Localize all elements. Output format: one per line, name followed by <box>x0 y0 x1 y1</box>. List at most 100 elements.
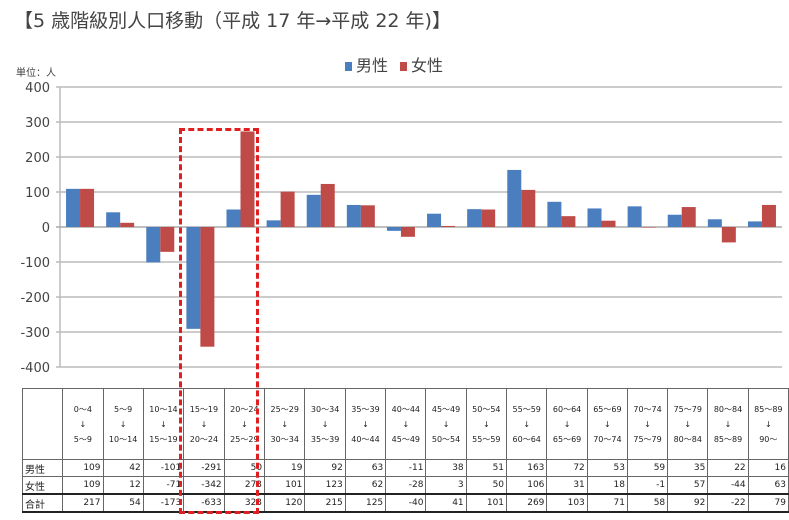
value-cell: 58 <box>626 493 669 513</box>
bar-male <box>627 206 642 227</box>
arrow: ↓ <box>200 419 208 429</box>
age-from: 50～54 <box>472 404 501 414</box>
value-cell: -11 <box>385 459 427 477</box>
legend: 男性 女性 <box>345 52 443 76</box>
value-cell: 79 <box>747 493 789 513</box>
arrow: ↓ <box>442 419 450 429</box>
y-tick-label: -200 <box>20 291 50 306</box>
chart-title: 【5 歳階級別人口移動（平成 17 年→平成 22 年)】 <box>14 10 451 32</box>
arrow: ↓ <box>79 419 87 429</box>
age-to: 5～9 <box>73 434 92 444</box>
bar-male <box>306 194 321 227</box>
value-cell: 101 <box>465 493 508 513</box>
value-cell: 31 <box>546 476 588 495</box>
value-cell: 19 <box>264 459 306 477</box>
arrow: ↓ <box>724 419 732 429</box>
age-to: 50～54 <box>431 434 461 444</box>
value-cell: -44 <box>707 476 749 495</box>
value-cell: 62 <box>344 476 387 495</box>
arrow: ↓ <box>160 419 167 429</box>
bar-female <box>360 205 375 227</box>
age-from: 10～14 <box>149 404 178 414</box>
value-cell: 38 <box>425 459 467 477</box>
arrow: ↓ <box>241 419 248 429</box>
bar-male <box>467 209 482 227</box>
bar-female <box>721 227 736 243</box>
age-from: 75～79 <box>673 404 702 414</box>
bar-male <box>427 213 442 227</box>
age-to: 90～ <box>759 434 778 444</box>
value-cell: 54 <box>102 493 144 513</box>
bar-female <box>160 227 175 252</box>
legend-male: 男性 <box>345 52 388 76</box>
value-cell: 106 <box>506 476 548 495</box>
age-to: 80～84 <box>673 434 702 444</box>
value-cell: 35 <box>667 459 709 477</box>
value-cell: 51 <box>465 459 508 477</box>
header-corner <box>21 388 64 460</box>
age-to: 15～19 <box>149 434 178 444</box>
bar-male <box>226 209 241 227</box>
age-to: 85～89 <box>713 434 743 444</box>
value-cell: 217 <box>62 493 104 513</box>
row-label: 女性 <box>21 476 64 495</box>
highlight-box <box>179 128 259 514</box>
age-to: 55～59 <box>472 434 501 444</box>
age-group-header: 45～49 ↓ 50～54 <box>425 388 467 460</box>
age-group-header: 15～19 ↓ 20～24 <box>183 388 225 460</box>
bar-female <box>240 131 255 227</box>
arrow: ↓ <box>119 419 127 429</box>
bar-female <box>120 222 135 227</box>
bar-female <box>681 207 696 227</box>
bar-female <box>561 216 576 227</box>
age-to: 70～74 <box>593 434 622 444</box>
data-table: 0～4 ↓ 5～9 5～9 ↓ 10～14 10～14 ↓ 15～19 15～19 ↓ 20～24 20… <box>21 388 789 513</box>
age-group-header: 0～4 ↓ 5～9 <box>62 388 104 460</box>
value-cell: 101 <box>264 476 306 495</box>
age-group-header: 80～84 ↓ 85～89 <box>707 388 749 460</box>
value-cell: 125 <box>344 493 387 513</box>
value-cell: -1 <box>626 476 669 495</box>
value-cell: 42 <box>102 459 144 477</box>
bar-male <box>66 188 81 227</box>
value-cell: 18 <box>586 476 628 495</box>
age-group-header: 50～54 ↓ 55～59 <box>465 388 508 460</box>
value-cell: 92 <box>667 493 709 513</box>
age-from: 15～19 <box>189 404 219 414</box>
arrow: ↓ <box>402 419 410 429</box>
bar-chart: 400 300 200 100 0 -100 -200 -300 -400 <box>20 81 782 376</box>
age-to: 75～79 <box>633 434 662 444</box>
value-cell: -40 <box>385 493 427 513</box>
arrow: ↓ <box>281 419 289 429</box>
age-group-header: 85～89 ↓ 90～ <box>747 388 789 460</box>
age-from: 0～4 <box>73 404 92 414</box>
age-from: 35～39 <box>351 404 380 414</box>
y-tick-label: -100 <box>20 256 50 271</box>
age-to: 25～29 <box>230 434 259 444</box>
bar-female <box>601 220 616 227</box>
value-cell: 109 <box>62 476 104 495</box>
arrow: ↓ <box>563 419 571 429</box>
legend-female: 女性 <box>400 52 443 76</box>
value-cell: 163 <box>506 459 548 477</box>
arrow: ↓ <box>482 419 490 429</box>
unit-label: 単位：人 <box>16 68 56 79</box>
value-cell: 12 <box>102 476 144 495</box>
value-cell: 92 <box>304 459 346 477</box>
bar-female <box>761 204 776 227</box>
age-to: 30～34 <box>270 434 299 444</box>
value-cell: 22 <box>707 459 749 477</box>
bar-male <box>667 214 682 227</box>
value-cell: 109 <box>62 459 104 477</box>
age-from: 85～89 <box>754 404 783 414</box>
value-cell: 50 <box>465 476 508 495</box>
age-to: 40～44 <box>351 434 380 444</box>
value-cell: 103 <box>546 493 588 513</box>
age-from: 20～24 <box>230 404 259 414</box>
value-cell: 63 <box>747 476 789 495</box>
bar-male <box>266 220 281 227</box>
bar-male <box>547 201 562 227</box>
female-row: 女性 109 12 -71 -342 273 101 123 62 -28 3 50 106 31 18 -1… <box>21 476 789 495</box>
age-group-header: 5～9 ↓ 10～14 <box>102 388 144 460</box>
age-to: 60～64 <box>512 434 541 444</box>
